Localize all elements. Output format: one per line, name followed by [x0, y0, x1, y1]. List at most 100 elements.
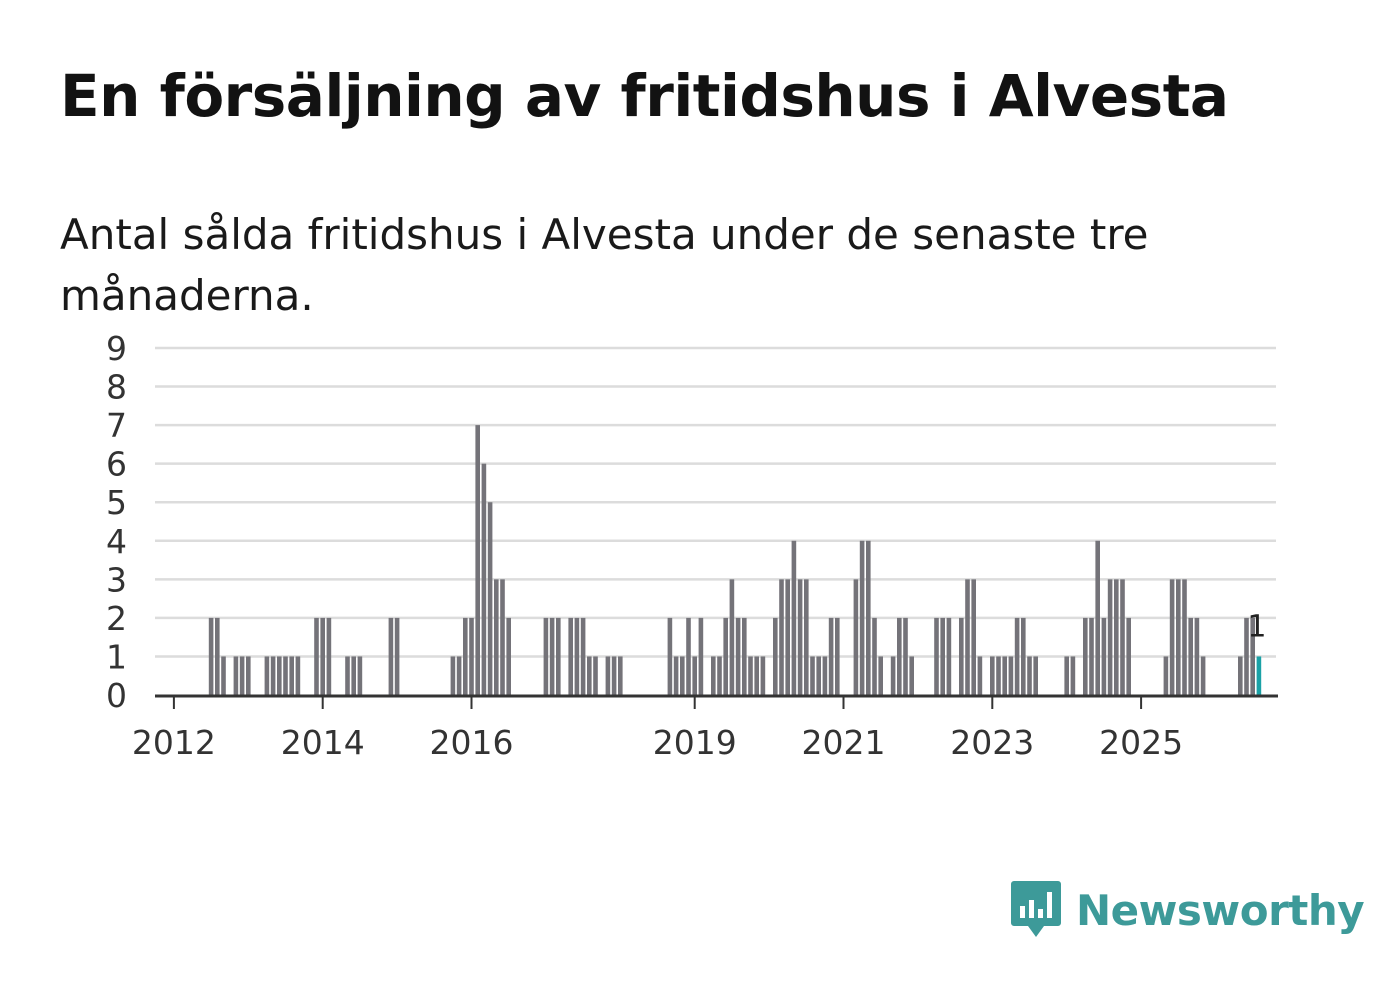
- bar: [1176, 579, 1181, 695]
- highlight-bar-label: 1: [1247, 609, 1266, 644]
- bar: [295, 656, 301, 695]
- bar: [351, 656, 356, 695]
- bar: [692, 656, 697, 695]
- bar: [587, 656, 592, 695]
- bar: [971, 579, 976, 695]
- bar: [568, 617, 573, 695]
- bar: [264, 656, 270, 695]
- bar: [221, 656, 226, 695]
- bar: [804, 579, 809, 695]
- bar: [456, 656, 462, 695]
- bar: [673, 656, 679, 695]
- x-tick-label-2016: 2016: [430, 723, 514, 762]
- bar: [934, 617, 939, 695]
- bar: [903, 617, 908, 695]
- bar: [394, 617, 400, 695]
- bar: [556, 617, 561, 695]
- y-tick-label-6: 6: [106, 445, 127, 484]
- y-tick-label-2: 2: [106, 599, 127, 638]
- bar: [1120, 579, 1125, 695]
- bar: [1163, 656, 1169, 695]
- bar: [698, 617, 704, 695]
- bar: [760, 656, 766, 695]
- x-tick-label-2014: 2014: [281, 723, 365, 762]
- bar: [1021, 617, 1026, 695]
- bar: [797, 579, 803, 695]
- bar: [1126, 617, 1131, 695]
- x-axis-ticks: 2012 2014 2016 2019 2021 2023 2025: [132, 697, 1183, 762]
- y-tick-label-3: 3: [106, 560, 127, 599]
- bar: [1083, 617, 1088, 695]
- bar: [1107, 579, 1113, 695]
- bar: [1244, 617, 1249, 695]
- bar: [1070, 656, 1076, 695]
- bar: [977, 656, 983, 695]
- bar: [822, 656, 828, 695]
- bar: [779, 579, 784, 695]
- bar: [543, 617, 549, 695]
- bar: [320, 617, 325, 695]
- bar: [754, 656, 759, 695]
- bar: [215, 617, 220, 695]
- bar: [605, 656, 611, 695]
- bar: [574, 617, 580, 695]
- bar: [959, 617, 964, 695]
- bar: [494, 579, 499, 695]
- bar: [1200, 656, 1206, 695]
- bar: [1027, 656, 1032, 695]
- y-tick-label-9: 9: [106, 329, 127, 368]
- bar-highlighted: [1256, 656, 1262, 695]
- x-tick-label-2023: 2023: [950, 723, 1034, 762]
- bar: [469, 617, 474, 695]
- y-tick-label-8: 8: [106, 368, 127, 407]
- bar: [872, 617, 877, 695]
- bar: [897, 617, 902, 695]
- bar: [1194, 617, 1200, 695]
- chart-subtitle: Antal sålda fritidshus i Alvesta under d…: [60, 210, 1149, 320]
- chart-title: En försäljning av fritidshus i Alvesta: [60, 62, 1229, 130]
- bar: [326, 617, 332, 695]
- bar: [735, 617, 741, 695]
- bar: [791, 540, 797, 695]
- y-tick-label-0: 0: [106, 676, 127, 715]
- bar: [1182, 579, 1187, 695]
- bar: [500, 579, 505, 695]
- bar: [878, 656, 883, 695]
- bar: [996, 656, 1001, 695]
- x-tick-label-2025: 2025: [1099, 723, 1183, 762]
- bar: [835, 617, 840, 695]
- bars: 1: [208, 425, 1266, 695]
- bar: [723, 617, 728, 695]
- bar: [667, 617, 673, 695]
- bar: [277, 656, 282, 695]
- bar: [239, 656, 245, 695]
- brand-name: Newsworthy: [1076, 885, 1365, 935]
- bar: [270, 656, 276, 695]
- bar: [729, 579, 735, 695]
- bar: [890, 656, 896, 695]
- bar: [388, 617, 394, 695]
- bar: [487, 502, 493, 695]
- bar: [717, 656, 722, 695]
- bar: [742, 617, 747, 695]
- newsworthy-chart-bubble-icon: [1011, 881, 1061, 937]
- bar: [866, 540, 871, 695]
- bar: [940, 617, 945, 695]
- bar: [686, 617, 691, 695]
- bar: [828, 617, 834, 695]
- bar: [475, 425, 480, 695]
- bar: [481, 463, 487, 695]
- bar: [1095, 540, 1100, 695]
- bar: [1008, 656, 1014, 695]
- bar: [965, 579, 970, 695]
- bar: [593, 656, 598, 695]
- y-tick-label-5: 5: [106, 483, 127, 522]
- bar: [246, 656, 251, 695]
- bar: [463, 617, 468, 695]
- bar: [580, 617, 586, 695]
- bar: [680, 656, 685, 695]
- bar: [1114, 579, 1119, 695]
- x-tick-label-2012: 2012: [132, 723, 216, 762]
- newsworthy-logo: Newsworthy: [1010, 878, 1365, 942]
